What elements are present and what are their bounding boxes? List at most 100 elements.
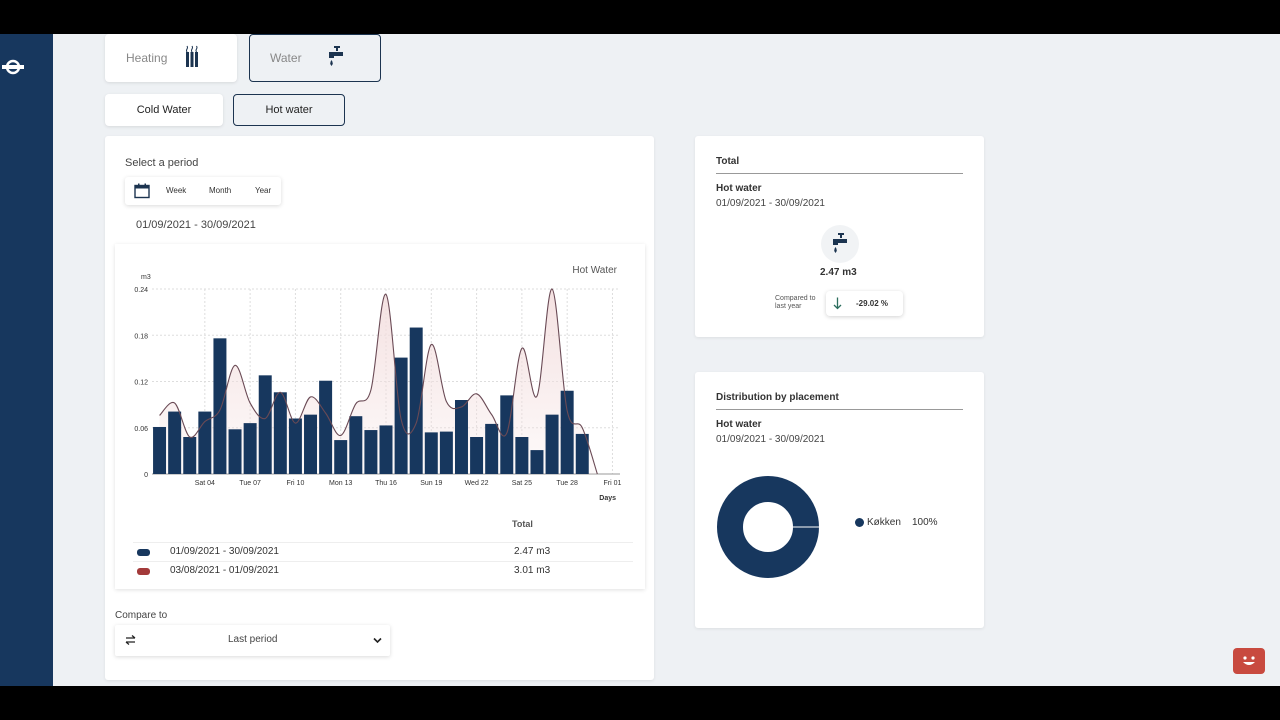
bar[interactable] (379, 425, 393, 474)
calendar-icon[interactable] (134, 183, 150, 199)
bar[interactable] (560, 390, 574, 474)
legend-dot-kokken (855, 518, 864, 527)
chat-widget-button[interactable] (1233, 648, 1265, 674)
x-tick-label: Thu 16 (375, 480, 397, 487)
bar[interactable] (454, 400, 468, 474)
bar[interactable] (168, 411, 182, 474)
bar[interactable] (243, 423, 257, 474)
tab-water-label: Water (270, 51, 302, 65)
distribution-donut (717, 476, 820, 578)
y-tick-label: 0.24 (134, 287, 148, 294)
bar[interactable] (258, 375, 272, 474)
bar[interactable] (515, 437, 529, 474)
total-value: 2.47 m3 (820, 267, 857, 278)
bar[interactable] (273, 392, 287, 474)
bar[interactable] (319, 380, 333, 474)
legend-row: 03/08/2021 - 01/09/2021 3.01 m3 (133, 561, 633, 580)
distribution-card-title: Distribution by placement (716, 392, 963, 410)
bar[interactable] (439, 431, 453, 474)
bar[interactable] (545, 414, 559, 474)
x-tick-label: Wed 22 (465, 480, 489, 487)
bar[interactable] (228, 429, 242, 474)
period-option-week[interactable]: Week (166, 186, 187, 195)
bar[interactable] (153, 426, 167, 474)
subtab-hot-water-label: Hot water (265, 104, 313, 116)
app-screen: Heating Water Cold Water Hot water Selec… (0, 34, 1280, 686)
bar[interactable] (304, 414, 318, 474)
chart-title: Hot Water (572, 265, 617, 276)
bar[interactable] (183, 437, 197, 474)
change-value: -29.02 % (856, 299, 889, 308)
tab-heating-label: Heating (126, 51, 168, 65)
pipe-valve-icon[interactable] (2, 58, 24, 76)
swap-arrows-icon (125, 635, 136, 645)
bar[interactable] (485, 423, 499, 474)
x-tick-label: Sun 19 (420, 480, 442, 487)
compare-to-label: Compare to (115, 610, 168, 621)
y-tick-label: 0 (144, 472, 148, 479)
x-tick-label: Fri 01 (603, 480, 621, 487)
y-tick-label: 0.06 (134, 426, 148, 433)
chart-panel: 0 0.06 0.12 0.18 0.24 Sat 04 Tue 07 Fri 10 Mon 1… (115, 244, 645, 589)
radiator-icon (186, 45, 198, 67)
period-range: 01/09/2021 - 30/09/2021 (136, 219, 256, 231)
total-card-range: 01/09/2021 - 30/09/2021 (716, 198, 825, 209)
bar[interactable] (394, 357, 408, 474)
period-selector: Week Month Year (125, 177, 281, 205)
bar[interactable] (575, 433, 589, 474)
x-tick-label: Mon 13 (329, 480, 352, 487)
arrow-down-icon (833, 297, 842, 310)
x-tick-label: Tue 28 (556, 480, 578, 487)
bar[interactable] (288, 418, 302, 475)
legend-period: 01/09/2021 - 30/09/2021 (170, 546, 279, 557)
total-card-title: Total (716, 156, 963, 174)
bar[interactable] (364, 430, 378, 474)
distribution-card: Distribution by placement Hot water 01/0… (695, 372, 984, 628)
bar[interactable] (349, 416, 363, 474)
subtab-hot-water[interactable]: Hot water (233, 94, 345, 126)
distribution-card-subtitle: Hot water (716, 419, 762, 430)
chat-face-icon (1243, 656, 1255, 665)
legend-swatch-current (137, 549, 150, 556)
bar[interactable] (213, 338, 227, 474)
bar[interactable] (424, 432, 438, 474)
compared-label-line-1: Compared to (775, 295, 816, 302)
legend-percent-kokken: 100% (912, 517, 938, 528)
bar[interactable] (409, 327, 423, 474)
hot-water-chart: 0 0.06 0.12 0.18 0.24 Sat 04 Tue 07 Fri 10 Mon 1… (134, 265, 621, 502)
bar[interactable] (470, 437, 484, 474)
period-option-year[interactable]: Year (255, 186, 272, 195)
chevron-down-icon (373, 637, 382, 644)
subtab-cold-water-label: Cold Water (136, 104, 192, 116)
bar[interactable] (500, 395, 514, 474)
change-badge: -29.02 % (826, 291, 903, 316)
tab-water[interactable]: Water (249, 34, 381, 82)
x-tick-label: Sat 25 (512, 480, 532, 487)
compare-dropdown[interactable]: Last period (115, 625, 390, 656)
compared-label: Compared to last year (775, 295, 815, 311)
legend-period: 03/08/2021 - 01/09/2021 (170, 565, 279, 576)
bar[interactable] (334, 440, 348, 474)
bar[interactable] (530, 450, 544, 474)
total-card: Total Hot water 01/09/2021 - 30/09/2021 … (695, 136, 984, 337)
faucet-badge (821, 225, 859, 263)
bar[interactable] (198, 411, 212, 474)
x-axis-label: Days (599, 495, 616, 502)
tab-heating[interactable]: Heating (105, 34, 237, 82)
select-period-heading: Select a period (125, 157, 199, 169)
faucet-icon (329, 46, 343, 66)
subtab-cold-water[interactable]: Cold Water (105, 94, 223, 126)
legend-total: 2.47 m3 (514, 546, 551, 557)
y-tick-label: 0.18 (134, 333, 148, 340)
compared-label-line-2: last year (775, 303, 802, 310)
x-tick-label: Tue 07 (239, 480, 261, 487)
faucet-icon (833, 233, 847, 253)
legend-total: 3.01 m3 (514, 565, 551, 576)
total-card-subtitle: Hot water (716, 183, 762, 194)
distribution-card-range: 01/09/2021 - 30/09/2021 (716, 434, 825, 445)
consumption-card: Select a period Week Month Year 01/09/20… (105, 136, 654, 680)
period-option-month[interactable]: Month (209, 186, 232, 195)
legend-swatch-previous (137, 568, 150, 575)
y-axis-label: m3 (141, 274, 151, 281)
legend-row: 01/09/2021 - 30/09/2021 2.47 m3 (133, 542, 633, 561)
